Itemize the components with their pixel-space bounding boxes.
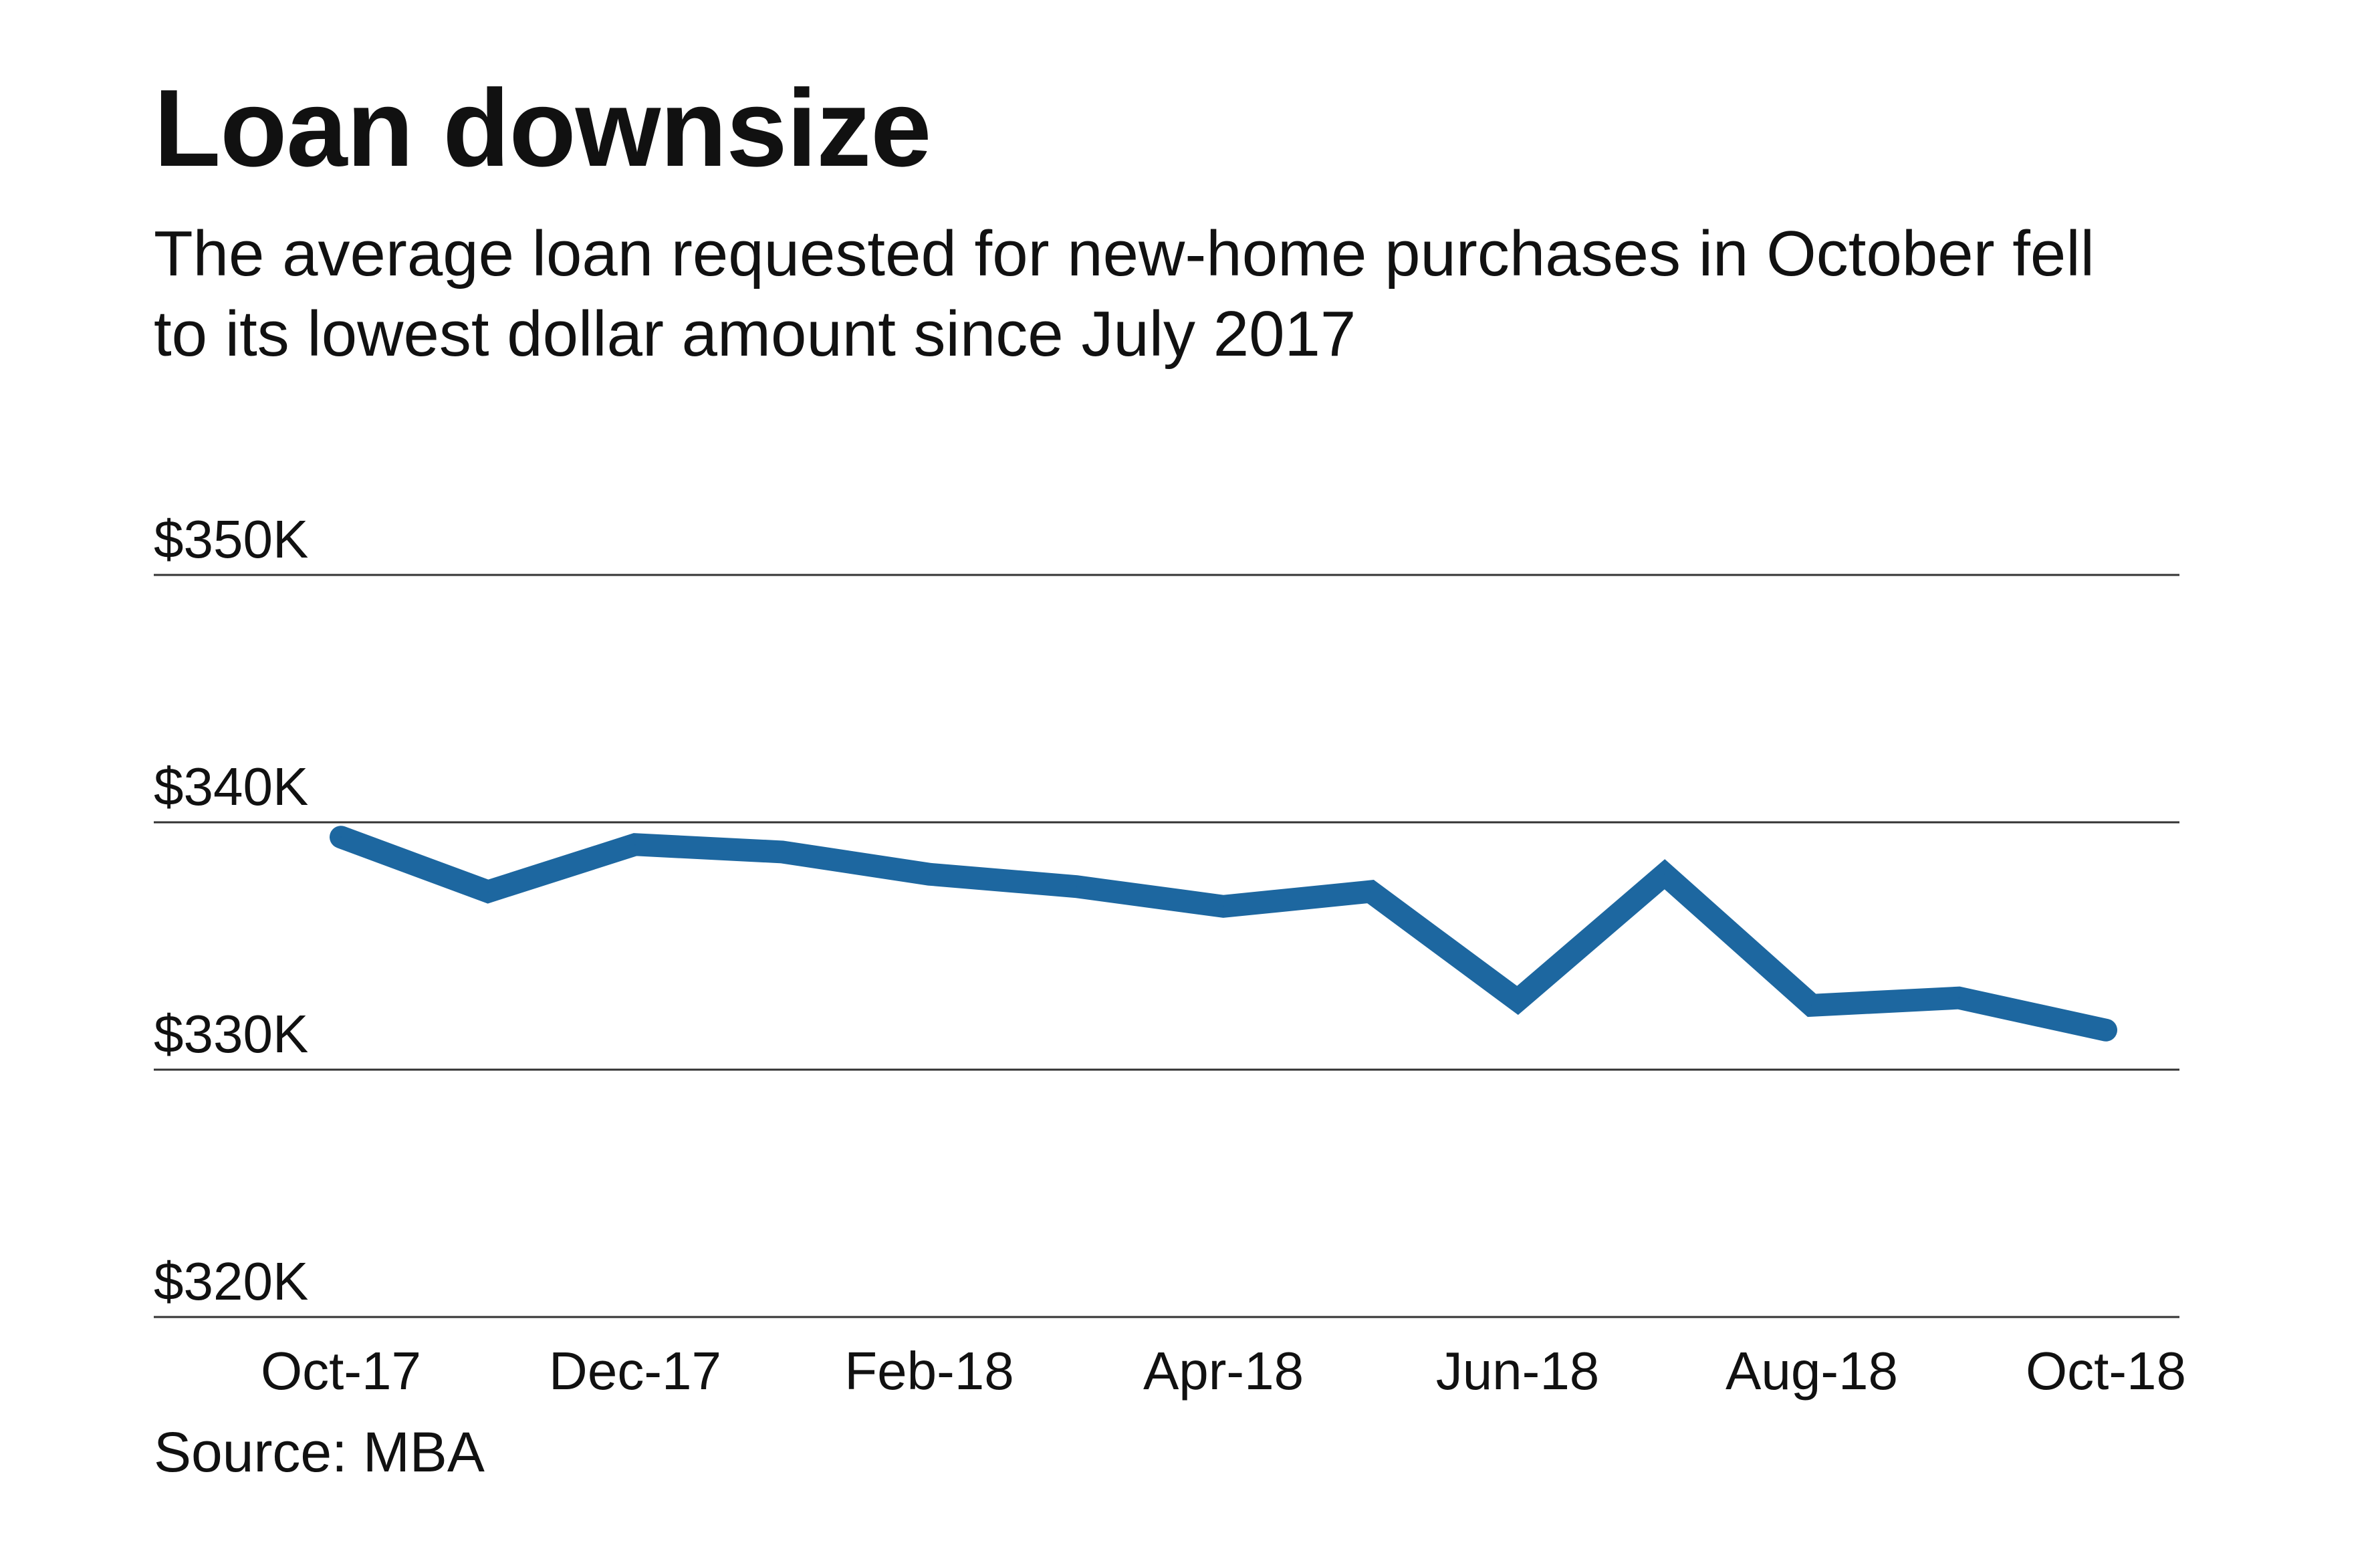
chart-title: Loan downsize [154,67,931,189]
series-line [330,826,2117,1042]
y-tick-label: $350K [154,509,308,569]
source-note: Source: MBA [154,1421,485,1483]
series-layer [330,826,2117,1042]
x-tick-label: Jun-18 [1436,1341,1600,1401]
data-point [634,844,636,846]
x-axis-ticks: Oct-17 Dec-17 Feb-18 Apr-18 Jun-18 Aug-18 Oct-… [261,1341,2186,1401]
x-tick-label: Oct-18 [2026,1341,2186,1401]
y-axis-ticks: $350K $340K $330K $320K [154,509,308,1311]
data-point [1223,905,1224,907]
x-tick-label: Apr-18 [1143,1341,1304,1401]
x-tick-label: Dec-17 [549,1341,721,1401]
data-point [1517,999,1518,1001]
chart-subtitle: The average loan requested for new-home … [154,218,2095,370]
data-point [1370,890,1371,892]
data-point [782,851,783,853]
x-tick-label: Aug-18 [1726,1341,1898,1401]
data-point [1811,1004,1812,1006]
data-point [2105,1029,2107,1031]
y-tick-label: $340K [154,757,308,816]
data-point [1664,873,1665,875]
y-tick-label: $320K [154,1251,308,1311]
data-point [929,873,930,875]
data-point [487,890,489,892]
data-point [1958,997,1959,999]
gridlines [154,574,2179,1318]
data-point [1076,886,1077,888]
data-point [340,836,342,838]
x-tick-label: Feb-18 [844,1341,1014,1401]
x-tick-label: Oct-17 [261,1341,421,1401]
y-tick-label: $330K [154,1004,308,1064]
